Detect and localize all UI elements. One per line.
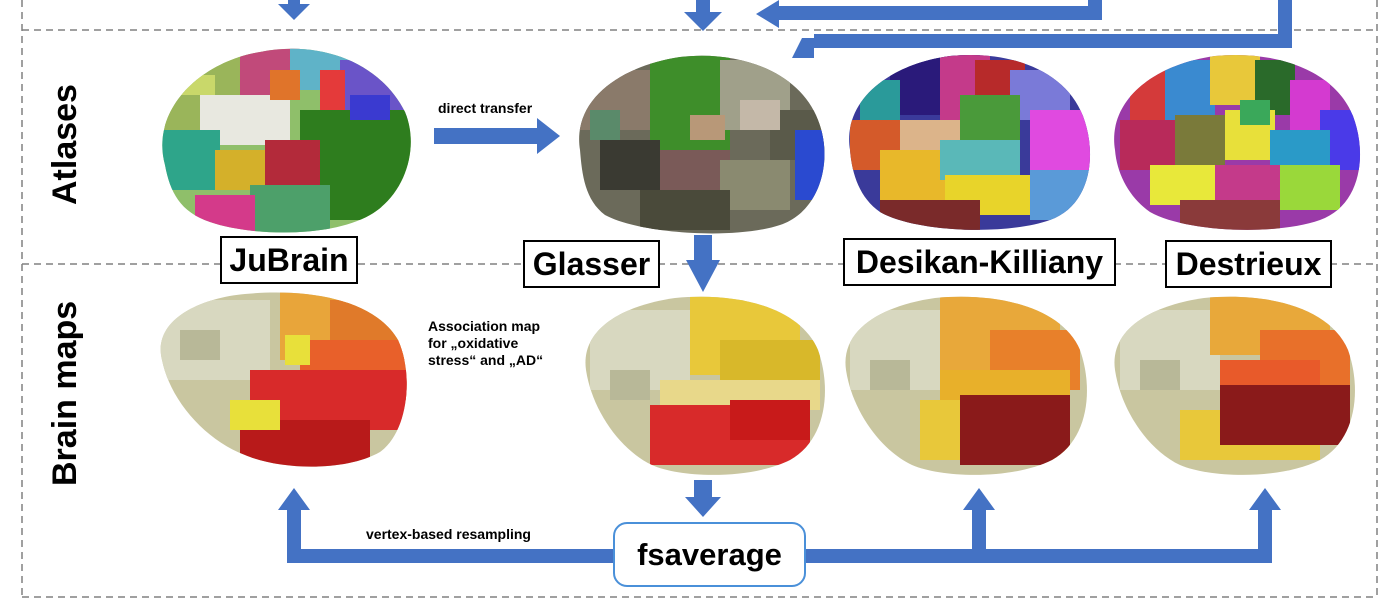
note-association-line-1: Association map	[428, 318, 541, 334]
brain-jubrain-map	[160, 292, 407, 467]
brain-destrieux-atlas	[1114, 54, 1361, 230]
note-association-line-2: for „oxidative	[428, 335, 519, 351]
atlas-label-desikan-killiany: Desikan-Killiany	[843, 238, 1116, 286]
row-label-brain-maps: Brain maps	[46, 300, 84, 486]
brain-glasser-map	[585, 296, 825, 475]
row-label-atlases: Atlases	[46, 84, 84, 205]
arrows	[278, 0, 1292, 563]
fsaverage-box: fsaverage	[613, 522, 806, 587]
arrow-resample-right	[805, 488, 1281, 563]
arrow-top-center-down	[684, 0, 722, 31]
arrow-glasser-to-fsaverage	[685, 480, 721, 517]
arrow-resample-jubrain	[278, 488, 613, 563]
note-association-line-3: stress“ and „AD“	[428, 352, 544, 368]
arrow-glasser-down	[686, 235, 720, 292]
note-association-map: Association map for „oxidative stress“ a…	[428, 318, 543, 369]
arrow-direct-transfer	[434, 118, 560, 154]
brain-dk-map	[845, 296, 1087, 475]
arrow-elbow-lower	[792, 0, 1292, 58]
atlas-label-jubrain: JuBrain	[220, 236, 358, 284]
brain-glasser-atlas	[579, 55, 825, 234]
arrow-elbow-upper	[756, 0, 1102, 28]
arrow-resample-dk	[963, 488, 995, 549]
brain-destrieux-map	[1114, 296, 1355, 475]
atlas-label-glasser: Glasser	[523, 240, 660, 288]
brain-dk-atlas	[849, 54, 1091, 230]
note-vertex-resampling: vertex-based resampling	[366, 526, 531, 542]
arrow-top-left-down	[278, 0, 310, 20]
brain-jubrain-atlas	[162, 48, 411, 233]
note-direct-transfer: direct transfer	[438, 100, 533, 116]
atlas-label-destrieux: Destrieux	[1165, 240, 1332, 288]
